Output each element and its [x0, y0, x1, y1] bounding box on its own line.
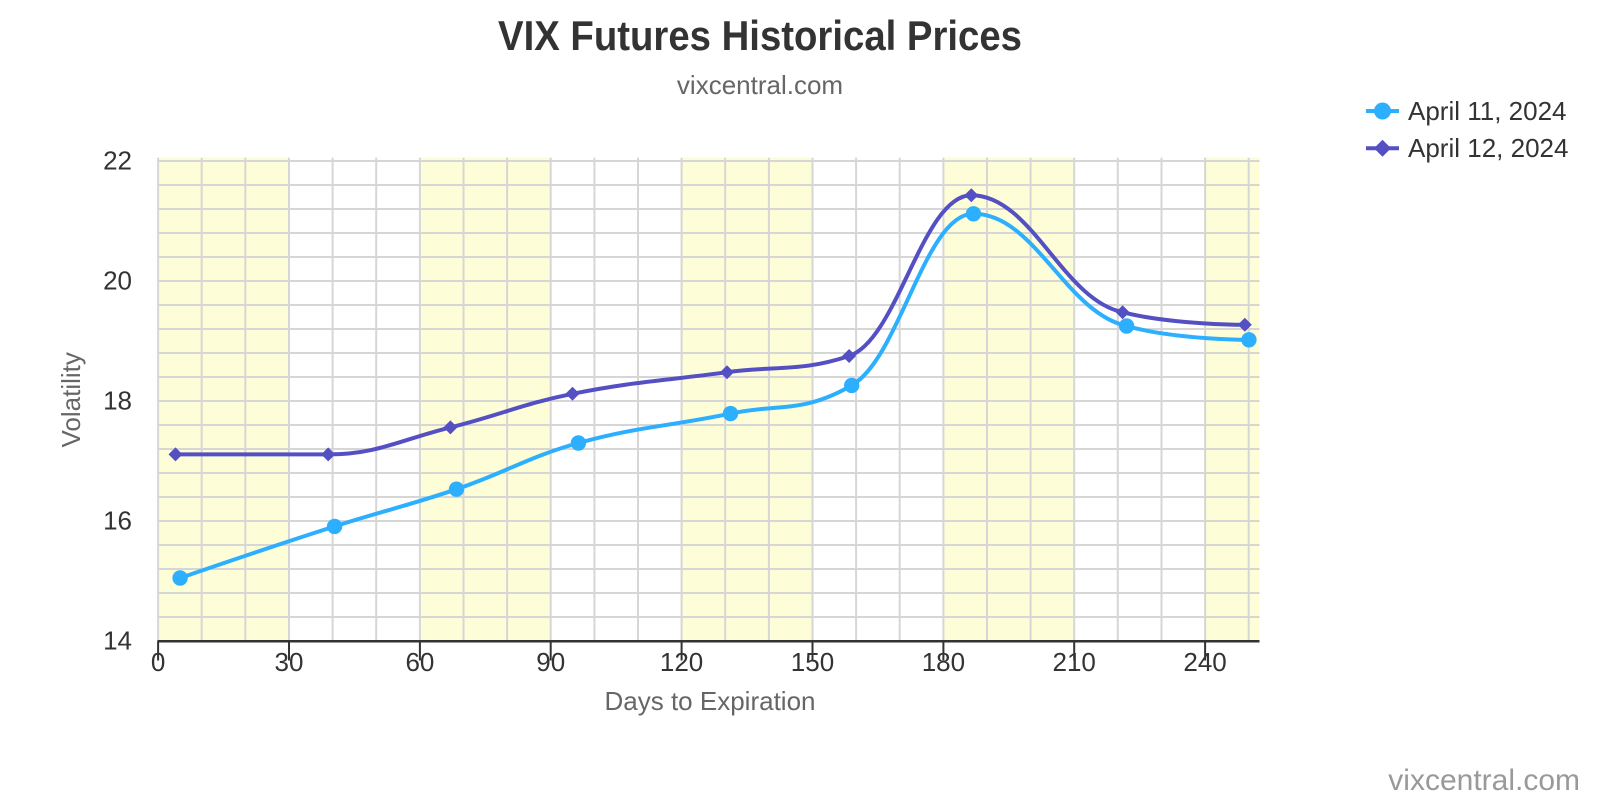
svg-text:14: 14 — [103, 626, 132, 656]
svg-text:vixcentral.com: vixcentral.com — [677, 70, 843, 100]
svg-text:18: 18 — [103, 386, 132, 416]
svg-text:240: 240 — [1183, 647, 1226, 677]
svg-text:vixcentral.com: vixcentral.com — [1388, 764, 1580, 797]
svg-text:90: 90 — [536, 647, 565, 677]
svg-text:180: 180 — [922, 647, 965, 677]
svg-text:16: 16 — [103, 506, 132, 536]
svg-text:150: 150 — [791, 647, 834, 677]
svg-text:120: 120 — [660, 647, 703, 677]
svg-text:Volatility: Volatility — [56, 352, 86, 447]
svg-text:April 11, 2024: April 11, 2024 — [1408, 96, 1567, 126]
svg-text:60: 60 — [405, 647, 434, 677]
svg-text:210: 210 — [1053, 647, 1096, 677]
svg-text:VIX Futures Historical Prices: VIX Futures Historical Prices — [498, 12, 1022, 59]
svg-text:April 12, 2024: April 12, 2024 — [1408, 133, 1568, 163]
svg-text:30: 30 — [275, 647, 304, 677]
svg-text:0: 0 — [151, 647, 165, 677]
svg-text:Days to Expiration: Days to Expiration — [605, 686, 816, 716]
svg-text:20: 20 — [103, 266, 132, 296]
svg-text:22: 22 — [103, 146, 132, 176]
